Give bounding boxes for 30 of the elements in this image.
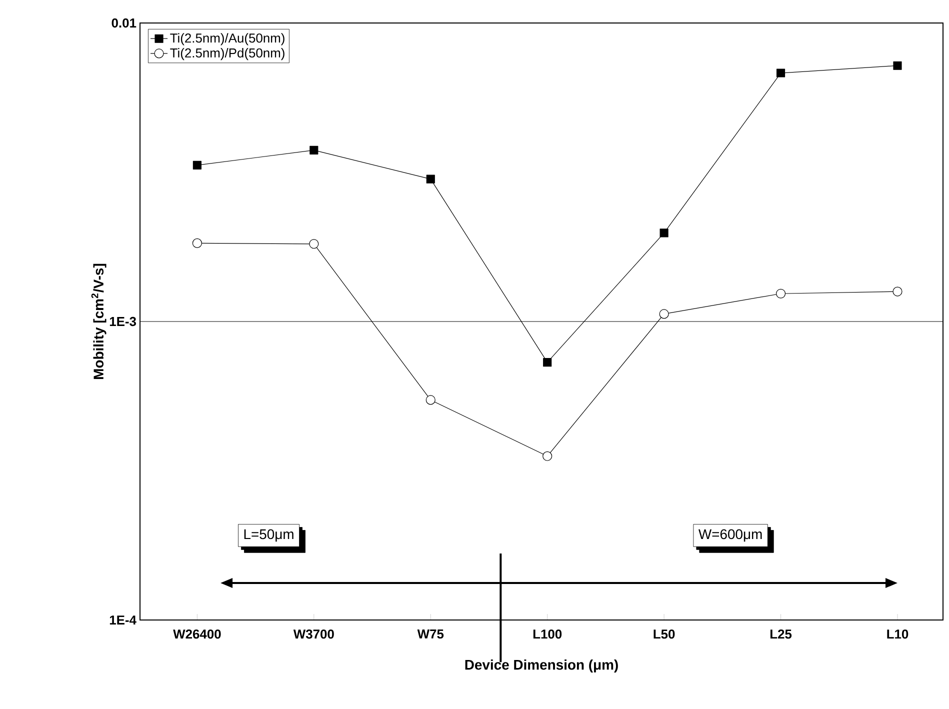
point <box>543 358 552 367</box>
x-tick-label: L50 <box>654 630 675 639</box>
point <box>776 288 786 298</box>
point <box>310 146 318 154</box>
x-tick-label: L25 <box>770 630 792 639</box>
x-tick-label: L10 <box>887 630 908 639</box>
point <box>309 239 319 249</box>
x-tick-label: W75 <box>417 630 444 639</box>
y-tick-label: 1E-3 <box>110 316 136 326</box>
legend-label: Ti(2.5nm)/Au(50nm) <box>170 33 284 46</box>
point <box>192 160 202 170</box>
point <box>893 61 902 70</box>
annotation: W=600μm <box>698 529 762 542</box>
point <box>776 68 786 78</box>
y-tick-label: 0.01 <box>112 18 136 28</box>
x-tick-label: W3700 <box>293 630 334 639</box>
point <box>426 395 436 405</box>
point <box>660 228 668 238</box>
y-axis-title: Mobility [cm$^{2}$/V-s] <box>91 264 106 379</box>
y-tick-label: 1E-4 <box>110 616 136 624</box>
legend-label: Ti(2.5nm)/Pd(50nm) <box>170 48 284 60</box>
x-tick-label: L100 <box>533 630 562 639</box>
annotation: L=50μm <box>244 529 294 542</box>
point <box>542 451 552 461</box>
x-axis-title: Device Dimension (μm) <box>465 659 618 672</box>
point <box>659 309 669 319</box>
x-tick-label: W26400 <box>173 630 221 639</box>
point <box>892 286 902 296</box>
point <box>192 238 202 248</box>
point <box>426 174 435 184</box>
